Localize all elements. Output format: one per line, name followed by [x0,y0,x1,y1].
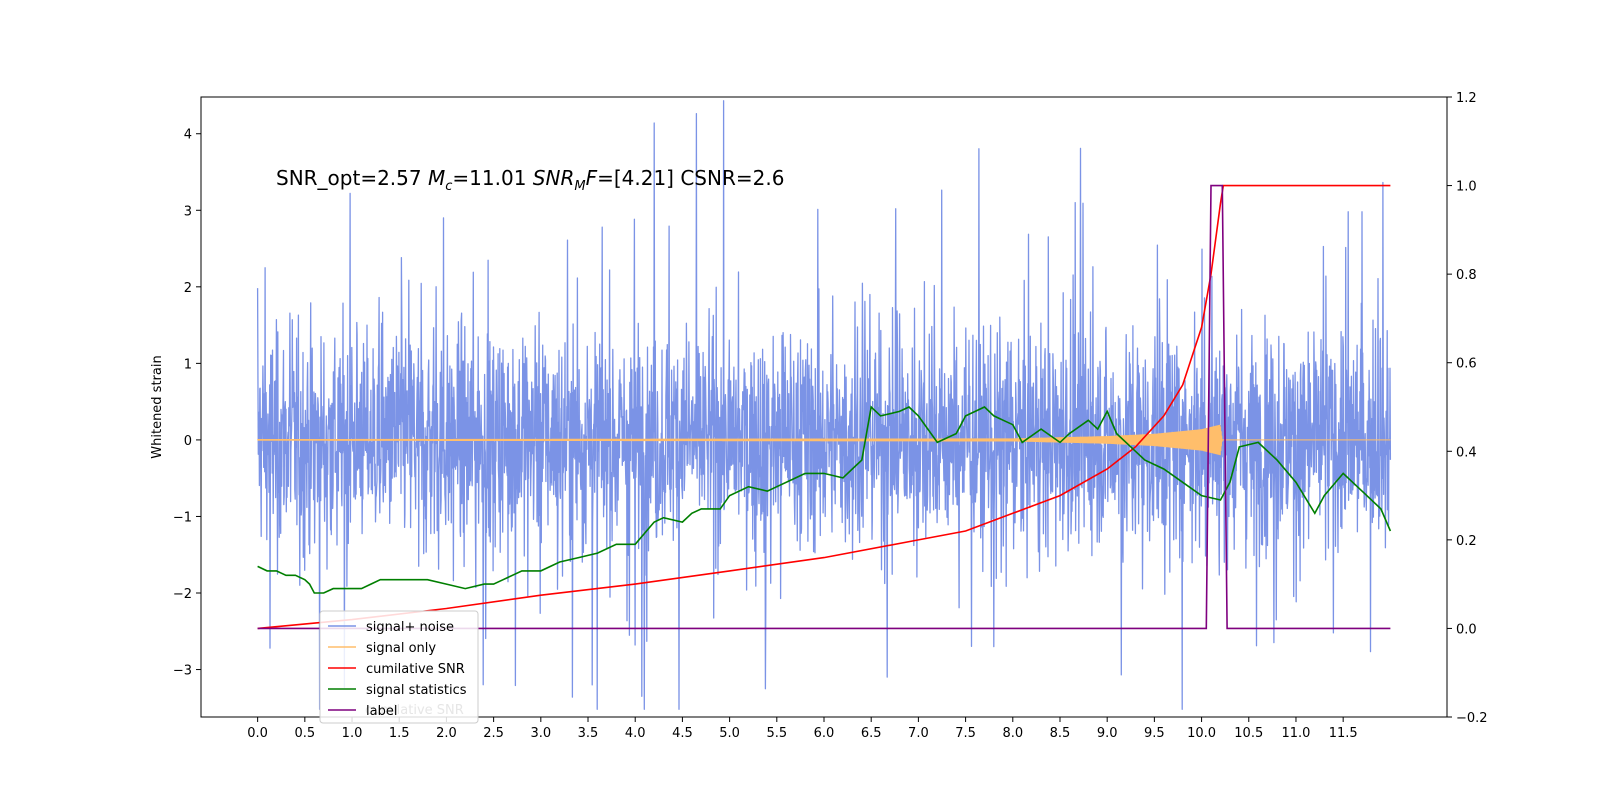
x-tick-label: 2.5 [483,726,504,741]
x-tick-label: 3.0 [530,726,551,741]
x-tick-label: 10.0 [1187,726,1216,741]
y-right-tick-label: 0.8 [1456,268,1477,283]
x-tick-label: 6.5 [861,726,882,741]
x-tick-label: 4.5 [672,726,693,741]
signal-noise-line [256,100,1392,710]
y-right-tick-label: 1.2 [1456,91,1477,106]
y-right-tick-label: 0.4 [1456,445,1477,460]
y-left-tick-label: 4 [184,128,192,143]
legend-entry-label: signal only [366,641,436,656]
y-left-tick-label: −3 [173,664,192,679]
x-axis: 0.0 0.5 1.0 1.5 2.0 2.5 3.0 3.5 4.0 4.5 5.0 5.5 6.0 6… [247,717,1358,741]
x-tick-label: 10.5 [1234,726,1263,741]
x-tick-label: 5.0 [719,726,740,741]
annotation-snr-f: F [586,166,598,190]
legend-entry-label: signal statistics [366,683,467,698]
y-right-tick-label: 0.2 [1456,534,1477,549]
annotation-part2: =11.01 [452,166,532,190]
x-tick-label: 2.0 [436,726,457,741]
x-tick-label: 1.5 [389,726,410,741]
y-right-tick-label: 1.0 [1456,180,1477,195]
y-left-tick-label: 2 [184,281,192,296]
x-tick-label: 6.0 [814,726,835,741]
y-right-tick-label: 0.6 [1456,357,1477,372]
x-tick-label: 11.0 [1281,726,1310,741]
x-tick-label: 4.0 [625,726,646,741]
y-left-tick-label: −1 [173,510,192,525]
y-left-tick-label: −2 [173,587,192,602]
legend-entry-label: signal+ noise [366,620,454,635]
annotation-text: SNR_opt=2.57 Mc=11.01 SNRMF=[4.21] CSNR=… [276,166,784,194]
y-left-tick-label: 3 [184,204,192,219]
annotation-part3: =[4.21] CSNR=2.6 [597,166,784,190]
legend: cumilative SNR signal+ noise signal only c… [319,610,479,724]
legend-entry-label: cumilative SNR [366,662,465,677]
x-tick-label: 3.5 [578,726,599,741]
x-tick-label: 9.0 [1097,726,1118,741]
legend-ghost-text: cumilative SNR [365,703,464,718]
x-tick-label: 8.5 [1050,726,1071,741]
y-axis-left: −3 −2 −1 0 1 2 3 4 [173,128,201,679]
y-left-tick-label: 0 [184,434,192,449]
label-line [257,184,1391,630]
y-axis-right: −0.2 0.0 0.2 0.4 0.6 0.8 1.0 1.2 [1447,91,1488,726]
y-axis-label: Whitened strain [150,355,165,458]
x-tick-label: 8.0 [1002,726,1023,741]
annotation-part1: SNR_opt=2.57 [276,166,428,190]
legend-box [319,610,479,724]
x-tick-label: 0.0 [247,726,268,741]
x-tick-label: 5.5 [766,726,787,741]
x-tick-label: 9.5 [1144,726,1165,741]
x-tick-label: 1.0 [342,726,363,741]
annotation-mc-symbol: M [428,166,445,190]
annotation-mc-sub: c [445,179,452,194]
signal-statistics-line [257,405,1392,594]
y-left-tick-label: 1 [184,357,192,372]
x-tick-label: 7.0 [908,726,929,741]
y-right-tick-label: −0.2 [1456,711,1488,726]
annotation-snr-sub: M [574,179,585,194]
y-right-tick-label: 0.0 [1456,622,1477,637]
x-tick-label: 0.5 [294,726,315,741]
series-layer [256,100,1392,710]
x-tick-label: 7.5 [955,726,976,741]
annotation-snr-symbol: SNR [533,166,575,190]
legend-entry-label: label [366,704,397,719]
x-tick-label: 11.5 [1329,726,1358,741]
